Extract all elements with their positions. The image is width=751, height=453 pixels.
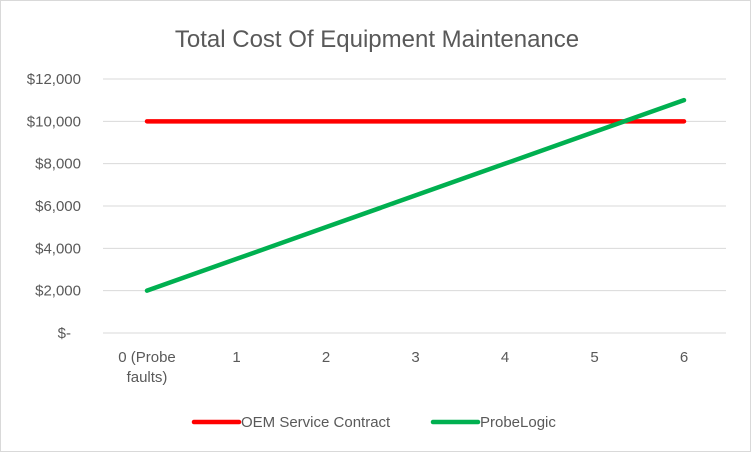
y-tick-label: $8,000 bbox=[35, 156, 81, 173]
y-tick-label: $6,000 bbox=[35, 198, 81, 215]
x-tick-label: 4 bbox=[501, 349, 509, 366]
x-tick-label-line: 4 bbox=[501, 349, 509, 366]
x-tick-label-line: 0 (Probe bbox=[118, 349, 176, 366]
x-tick-label-line: 3 bbox=[411, 349, 419, 366]
legend-label: OEM Service Contract bbox=[241, 414, 391, 431]
legend-item: ProbeLogic bbox=[433, 414, 556, 431]
legend-label: ProbeLogic bbox=[480, 414, 556, 431]
legend-item: OEM Service Contract bbox=[194, 414, 391, 431]
x-tick-label: 2 bbox=[322, 349, 330, 366]
x-tick-label-line: 2 bbox=[322, 349, 330, 366]
x-tick-label-line: 6 bbox=[680, 349, 688, 366]
x-tick-label-line: 1 bbox=[232, 349, 240, 366]
x-tick-label: 3 bbox=[411, 349, 419, 366]
y-tick-label: $10,000 bbox=[27, 113, 81, 130]
x-tick-label-line: faults) bbox=[127, 369, 168, 386]
y-tick-label: $4,000 bbox=[35, 240, 81, 257]
y-tick-label: $12,000 bbox=[27, 71, 81, 88]
x-tick-label: 1 bbox=[232, 349, 240, 366]
x-tick-label: 6 bbox=[680, 349, 688, 366]
x-tick-label: 0 (Probe faults) bbox=[118, 349, 176, 386]
y-tick-label: $- bbox=[58, 325, 71, 342]
chart-title: Total Cost Of Equipment Maintenance bbox=[175, 26, 579, 53]
x-tick-label-line: 5 bbox=[590, 349, 598, 366]
x-tick-label: 5 bbox=[590, 349, 598, 366]
y-tick-label: $2,000 bbox=[35, 283, 81, 300]
